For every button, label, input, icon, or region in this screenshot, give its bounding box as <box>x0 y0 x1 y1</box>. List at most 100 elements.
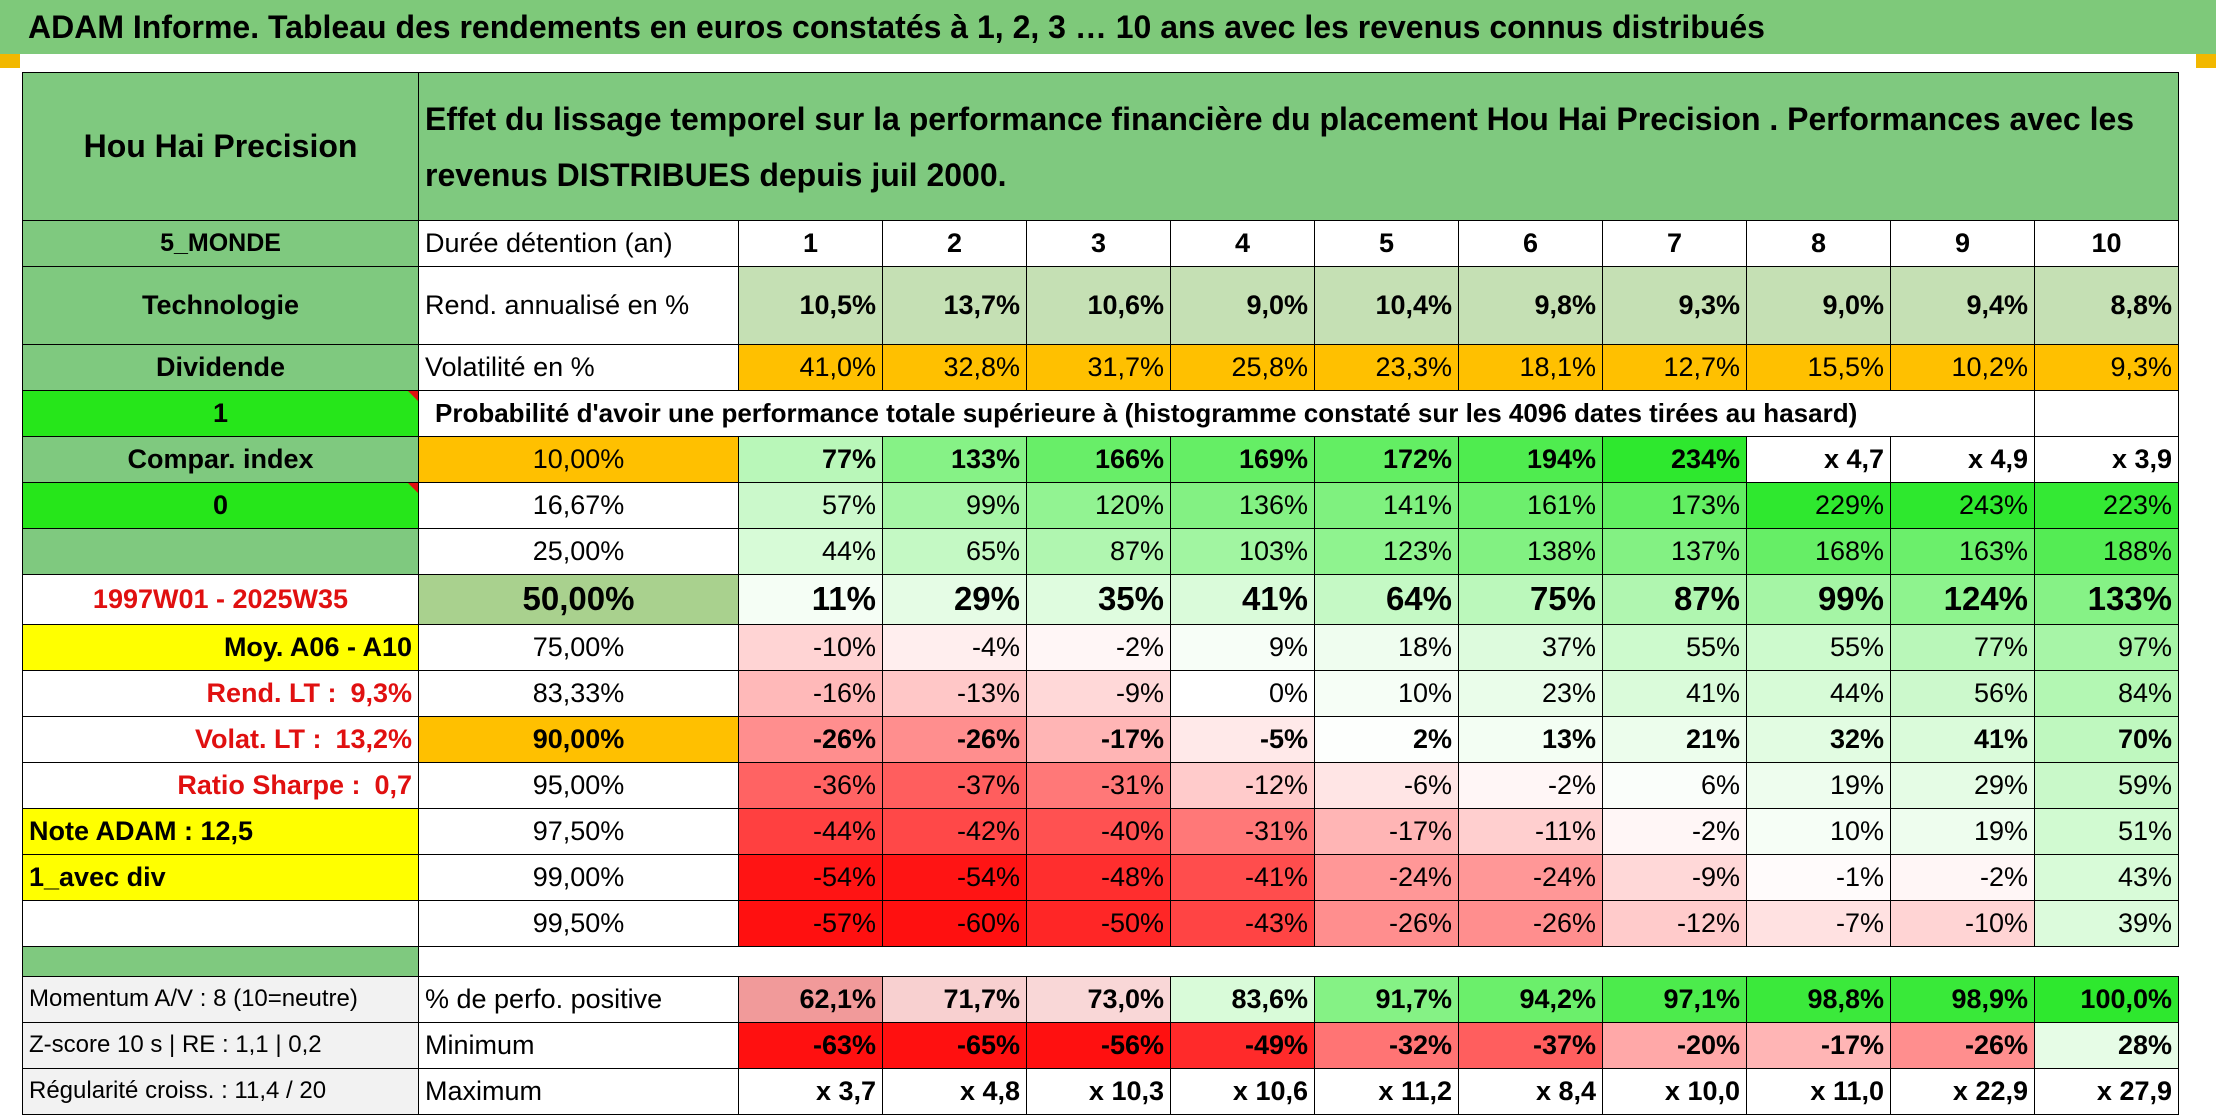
probability-value: -12% <box>1170 762 1315 809</box>
summary-label: Maximum <box>418 1068 739 1115</box>
moy-label: Moy. A06 - A10 <box>22 624 419 671</box>
rend-value: 10,6% <box>1026 266 1171 345</box>
probability-value: -57% <box>738 900 883 947</box>
summary-value: -26% <box>1890 1022 2035 1069</box>
probability-threshold: 83,33% <box>418 670 739 717</box>
vol-value: 18,1% <box>1458 344 1603 391</box>
year-header: 1 <box>738 220 883 267</box>
probability-value: -9% <box>1602 854 1747 901</box>
probability-value: 29% <box>1890 762 2035 809</box>
summary-value: x 3,7 <box>738 1068 883 1115</box>
side-blank <box>22 900 419 947</box>
summary-side-label: Régularité croiss. : 11,4 / 20 <box>22 1068 419 1115</box>
rend-value: 9,0% <box>1170 266 1315 345</box>
probability-value: 41% <box>1602 670 1747 717</box>
sector-label: Technologie <box>22 266 419 345</box>
probability-value: 35% <box>1026 574 1171 625</box>
summary-value: -20% <box>1602 1022 1747 1069</box>
spacer-cell <box>739 947 883 977</box>
probability-value: 23% <box>1458 670 1603 717</box>
probability-threshold: 50,00% <box>418 574 739 625</box>
summary-value: 71,7% <box>882 976 1027 1023</box>
probability-value: 6% <box>1602 762 1747 809</box>
volat-lt: Volat. LT : 13,2% <box>22 716 419 763</box>
summary-value: 97,1% <box>1602 976 1747 1023</box>
probability-row: 1997W01 - 2025W35 50,00% 11% 29% 35% 41% 64% 75… <box>22 574 2179 625</box>
spacer-cell <box>1315 947 1459 977</box>
probability-value: 243% <box>1890 482 2035 529</box>
probability-value: -41% <box>1170 854 1315 901</box>
probability-value: 57% <box>738 482 883 529</box>
probability-value: 99% <box>1746 574 1891 625</box>
summary-value: 28% <box>2034 1022 2179 1069</box>
probability-value: 169% <box>1170 436 1315 483</box>
report-sheet: Hou Hai Precision Effet du lissage tempor… <box>20 54 2196 1115</box>
summary-value: x 11,2 <box>1314 1068 1459 1115</box>
probability-value: 173% <box>1602 482 1747 529</box>
summary-value: x 27,9 <box>2034 1068 2179 1115</box>
probability-value: 168% <box>1746 528 1891 575</box>
probability-value: -43% <box>1170 900 1315 947</box>
probability-row: 1_avec div 99,00% -54% -54% -48% -41% -24% -24%… <box>22 854 2179 901</box>
probability-value: 65% <box>882 528 1027 575</box>
probability-value: 11% <box>738 574 883 625</box>
performance-table: Hou Hai Precision Effet du lissage tempor… <box>22 72 2179 1115</box>
probability-value: -31% <box>1170 808 1315 855</box>
spacer-green <box>22 946 419 977</box>
probability-row: 25,00% 44% 65% 87% 103% 123% 138% 137% 168% 163% 1… <box>22 528 2179 575</box>
probability-value: 172% <box>1314 436 1459 483</box>
probability-value: 41% <box>1170 574 1315 625</box>
year-header: 4 <box>1170 220 1315 267</box>
rendement-row: Technologie Rend. annualisé en % 10,5% 13,7… <box>22 266 2179 345</box>
volat-lt-label: Volat. LT : <box>194 723 322 754</box>
probability-value: 234% <box>1602 436 1747 483</box>
summary-value: -32% <box>1314 1022 1459 1069</box>
probability-value: 123% <box>1314 528 1459 575</box>
probability-value: 87% <box>1602 574 1747 625</box>
probability-value: 21% <box>1602 716 1747 763</box>
rend-value: 10,4% <box>1314 266 1459 345</box>
vol-value: 15,5% <box>1746 344 1891 391</box>
probability-value: 84% <box>2034 670 2179 717</box>
probability-threshold: 99,00% <box>418 854 739 901</box>
probability-value: 136% <box>1170 482 1315 529</box>
summary-value: -37% <box>1458 1022 1603 1069</box>
rend-value: 9,4% <box>1890 266 2035 345</box>
compar-index-label: Compar. index <box>22 436 419 483</box>
probability-value: -2% <box>1026 624 1171 671</box>
summary-value: -63% <box>738 1022 883 1069</box>
vol-value: 32,8% <box>882 344 1027 391</box>
probability-threshold: 75,00% <box>418 624 739 671</box>
summary-value: x 11,0 <box>1746 1068 1891 1115</box>
spacer-cell <box>1747 947 1891 977</box>
rend-lt: Rend. LT : 9,3% <box>22 670 419 717</box>
spacer-cell <box>419 947 739 977</box>
side-blank <box>22 528 419 575</box>
summary-value: x 10,6 <box>1170 1068 1315 1115</box>
probability-value: 19% <box>1890 808 2035 855</box>
vol-value: 25,8% <box>1170 344 1315 391</box>
spacer-cell <box>2035 947 2179 977</box>
probability-value: x 4,7 <box>1746 436 1891 483</box>
summary-value: x 10,0 <box>1602 1068 1747 1115</box>
zone-label: 5_MONDE <box>22 220 419 267</box>
probability-value: 223% <box>2034 482 2179 529</box>
probability-value: -11% <box>1458 808 1603 855</box>
summary-label: Minimum <box>418 1022 739 1069</box>
year-header: 6 <box>1458 220 1603 267</box>
probability-row: 0 16,67% 57% 99% 120% 136% 141% 161% 173% 229% 243… <box>22 482 2179 529</box>
probability-value: -10% <box>1890 900 2035 947</box>
probability-value: 59% <box>2034 762 2179 809</box>
avec-div: 1_avec div <box>22 854 419 901</box>
probability-value: -1% <box>1746 854 1891 901</box>
probability-value: 51% <box>2034 808 2179 855</box>
summary-value: -56% <box>1026 1022 1171 1069</box>
probability-value: 29% <box>882 574 1027 625</box>
probability-value: -40% <box>1026 808 1171 855</box>
probability-value: 141% <box>1314 482 1459 529</box>
vol-value: 12,7% <box>1602 344 1747 391</box>
probability-value: 2% <box>1314 716 1459 763</box>
probability-value: 18% <box>1314 624 1459 671</box>
probability-value: -4% <box>882 624 1027 671</box>
probability-row: Moy. A06 - A10 75,00% -10% -4% -2% 9% 18% 37% 55… <box>22 624 2179 671</box>
